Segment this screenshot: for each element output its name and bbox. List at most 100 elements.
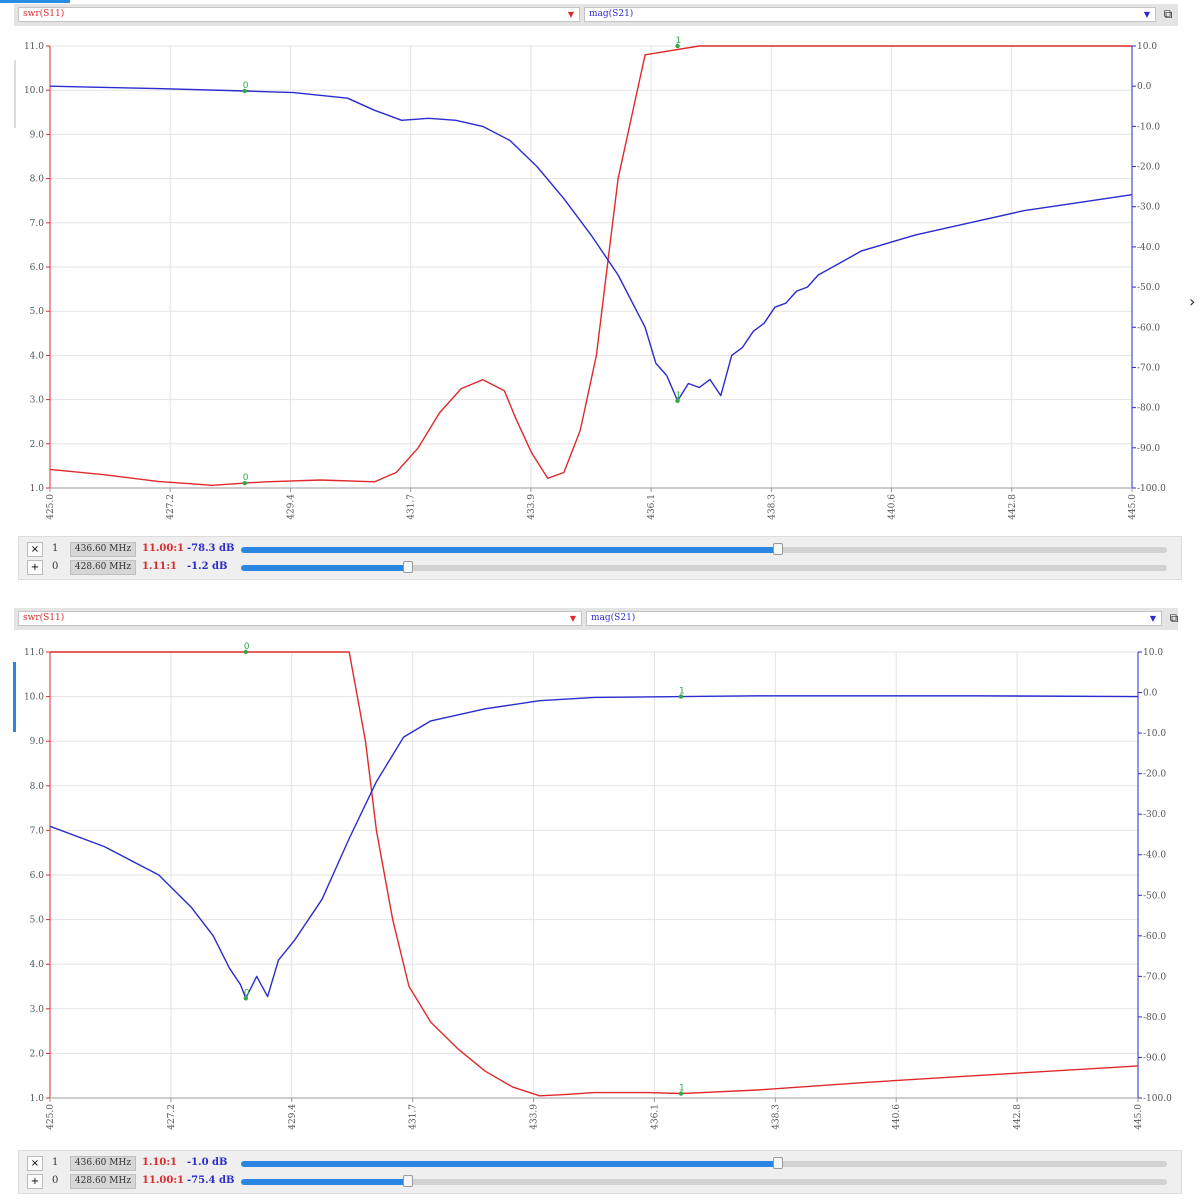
marker-frequency-field[interactable]: 436.60 MHz: [70, 542, 136, 557]
slider-thumb[interactable]: [402, 1175, 413, 1187]
slider-fill: [241, 1161, 779, 1167]
marker-index: 1: [52, 543, 59, 554]
y-right-tick-label: -20.0: [1143, 770, 1166, 780]
chevron-right-icon[interactable]: ›: [1189, 292, 1196, 311]
add-marker-button[interactable]: +: [27, 1174, 43, 1189]
x-tick-label: 438.3: [771, 1104, 781, 1130]
x-tick-label: 445.0: [1134, 1104, 1144, 1130]
y-right-tick-label: -40.0: [1137, 243, 1160, 253]
slider-fill: [241, 1179, 408, 1185]
y-right-tick-label: -90.0: [1137, 444, 1160, 454]
x-tick-label: 436.1: [647, 494, 657, 520]
y-left-tick-label: 3.0: [30, 1005, 45, 1015]
y-right-tick-label: -70.0: [1143, 972, 1166, 982]
y-left-tick-label: 8.0: [30, 175, 45, 185]
y-right-tick-label: -20.0: [1137, 163, 1160, 173]
y-right-tick-label: 10.0: [1137, 42, 1157, 52]
marker-dot: [675, 43, 680, 49]
slider-thumb[interactable]: [773, 1157, 784, 1169]
marker-dot: [243, 649, 249, 655]
right-trace-label: mag(S21): [589, 9, 634, 19]
marker-dot: [242, 480, 247, 486]
y-left-tick-label: 5.0: [30, 916, 45, 926]
y-left-tick-label: 5.0: [30, 307, 45, 317]
series-line-left: [49, 45, 1132, 486]
marker-index: 1: [52, 1157, 59, 1168]
swr-mag-chart[interactable]: 11.010.09.08.07.06.05.04.03.02.01.010.00…: [0, 634, 1186, 1142]
popout-window-icon[interactable]: ⧉: [1163, 7, 1173, 21]
marker-frequency-field[interactable]: 428.60 MHz: [70, 560, 136, 575]
x-tick-label: 438.3: [767, 494, 777, 520]
x-tick-label: 445.0: [1128, 494, 1138, 520]
marker-slider[interactable]: [241, 1157, 1167, 1169]
slider-thumb[interactable]: [402, 561, 413, 573]
x-tick-label: 429.4: [288, 1104, 298, 1130]
y-left-tick-label: 1.0: [30, 484, 45, 494]
y-left-tick-label: 11.0: [24, 648, 44, 658]
left-trace-dropdown[interactable]: swr(S11) ▼: [18, 7, 580, 22]
x-tick-label: 431.7: [409, 1104, 419, 1130]
marker-label: 0: [244, 642, 250, 652]
x-tick-label: 429.4: [286, 494, 296, 520]
y-left-tick-label: 9.0: [30, 737, 45, 747]
marker-frequency-field[interactable]: 428.60 MHz: [70, 1174, 136, 1189]
remove-marker-button[interactable]: ×: [27, 1156, 43, 1171]
marker-dot: [678, 1091, 684, 1096]
marker-index: 0: [52, 561, 59, 572]
y-right-tick-label: -30.0: [1137, 203, 1160, 213]
marker-dot: [242, 88, 247, 94]
x-tick-label: 425.0: [46, 494, 56, 520]
y-right-tick-label: 0.0: [1143, 689, 1158, 699]
x-tick-label: 442.8: [1013, 1104, 1023, 1130]
y-right-tick-label: -100.0: [1143, 1094, 1172, 1104]
right-trace-dropdown[interactable]: mag(S21) ▼: [584, 7, 1156, 22]
x-tick-label: 440.6: [888, 494, 898, 520]
x-tick-label: 433.9: [530, 1104, 540, 1130]
y-right-tick-label: -50.0: [1143, 891, 1166, 901]
marker-dot: [243, 996, 249, 1001]
swr-mag-chart[interactable]: 11.010.09.08.07.06.05.04.03.02.01.010.00…: [0, 30, 1186, 532]
y-left-tick-label: 7.0: [30, 219, 45, 229]
right-trace-label: mag(S21): [591, 613, 636, 623]
y-left-tick-label: 4.0: [30, 351, 45, 361]
slider-fill: [241, 565, 408, 571]
remove-marker-button[interactable]: ×: [27, 542, 43, 557]
popout-window-icon[interactable]: ⧉: [1169, 611, 1179, 625]
series-line-right: [49, 85, 1133, 402]
y-right-tick-label: -40.0: [1143, 851, 1166, 861]
x-tick-label: 425.0: [46, 1104, 56, 1130]
add-marker-button[interactable]: +: [27, 560, 43, 575]
x-tick-label: 436.1: [650, 1104, 660, 1130]
marker-label: 1: [676, 36, 682, 46]
marker-swr-value: 11.00:1: [142, 1175, 184, 1186]
right-trace-dropdown[interactable]: mag(S21) ▼: [586, 611, 1162, 626]
marker-slider[interactable]: [241, 1175, 1167, 1187]
slider-thumb[interactable]: [773, 543, 784, 555]
trace-selector-bar: swr(S11) ▼ mag(S21) ▼ ⧉: [14, 4, 1178, 26]
marker-slider[interactable]: [241, 561, 1167, 573]
active-panel-indicator: [13, 662, 16, 732]
y-left-tick-label: 3.0: [30, 396, 45, 406]
marker-db-value: -78.3 dB: [187, 543, 235, 554]
left-trace-label: swr(S11): [23, 9, 65, 19]
chevron-down-icon: ▼: [569, 614, 576, 623]
marker-frequency-field[interactable]: 436.60 MHz: [70, 1156, 136, 1171]
y-right-tick-label: 0.0: [1137, 82, 1152, 92]
marker-row: + 0 428.60 MHz 11.00:1 -75.4 dB: [19, 1173, 1181, 1191]
y-left-tick-label: 2.0: [30, 1049, 45, 1059]
marker-label: 0: [244, 988, 250, 998]
marker-slider[interactable]: [241, 543, 1167, 555]
y-right-tick-label: 10.0: [1143, 648, 1163, 658]
marker-row: + 0 428.60 MHz 1.11:1 -1.2 dB: [19, 559, 1181, 577]
x-tick-label: 442.8: [1008, 494, 1018, 520]
marker-db-value: -1.2 dB: [187, 561, 228, 572]
y-right-tick-label: -80.0: [1143, 1013, 1166, 1023]
chevron-down-icon: ▼: [567, 10, 574, 19]
chevron-down-icon: ▼: [1149, 614, 1156, 623]
marker-label: 1: [676, 391, 682, 401]
marker-swr-value: 1.10:1: [142, 1157, 178, 1168]
y-right-tick-label: -60.0: [1137, 323, 1160, 333]
x-tick-label: 440.6: [892, 1104, 902, 1130]
left-trace-dropdown[interactable]: swr(S11) ▼: [18, 611, 582, 626]
marker-table: × 1 436.60 MHz 11.00:1 -78.3 dB + 0 428.…: [18, 536, 1182, 580]
